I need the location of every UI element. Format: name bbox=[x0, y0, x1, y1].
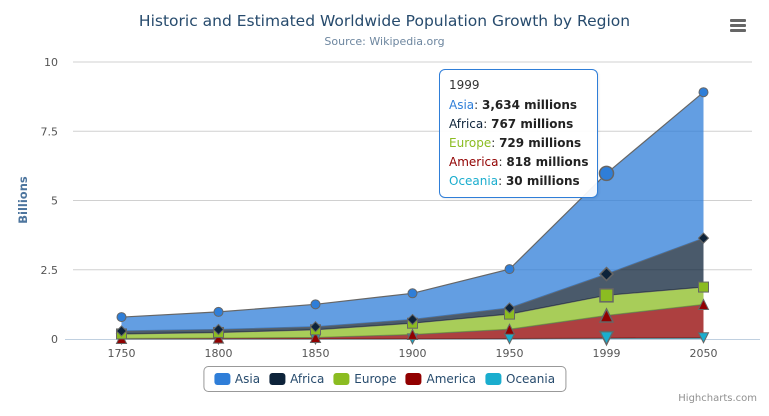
tooltip-series-value: 30 millions bbox=[505, 174, 580, 188]
y-axis-label: 0 bbox=[51, 333, 58, 346]
point-europe-1999[interactable] bbox=[599, 288, 614, 303]
hamburger-icon bbox=[730, 28, 746, 32]
legend-item-africa[interactable]: Africa bbox=[269, 372, 324, 386]
tooltip-row-asia: Asia: 3,634 millions bbox=[449, 98, 578, 112]
point-asia-2050[interactable] bbox=[698, 87, 709, 98]
point-europe-2050[interactable] bbox=[698, 281, 709, 293]
area-africa[interactable] bbox=[121, 238, 704, 334]
point-africa-2050[interactable] bbox=[697, 232, 710, 244]
point-asia-1750[interactable] bbox=[116, 312, 127, 323]
point-asia-1800[interactable] bbox=[213, 306, 224, 317]
y-axis-label: 7.5 bbox=[41, 125, 59, 138]
point-america-1950[interactable] bbox=[503, 323, 516, 335]
legend-label: Africa bbox=[290, 372, 325, 386]
point-america-1999[interactable] bbox=[598, 307, 615, 323]
legend-swatch-icon bbox=[405, 373, 422, 385]
y-axis-label: 5 bbox=[51, 195, 58, 208]
legend-item-asia[interactable]: Asia bbox=[213, 372, 261, 386]
legend: Asia Africa Europe America Oceania bbox=[202, 366, 567, 392]
legend-item-oceania[interactable]: Oceania bbox=[485, 372, 555, 386]
x-axis-label: 1750 bbox=[108, 347, 136, 360]
legend-label: America bbox=[426, 372, 477, 386]
area-america[interactable] bbox=[121, 304, 704, 339]
point-america-2050[interactable] bbox=[697, 298, 710, 310]
tooltip-series-name: Asia bbox=[449, 98, 475, 112]
point-asia-1850[interactable] bbox=[310, 299, 321, 310]
hamburger-icon bbox=[730, 18, 746, 22]
point-america-1900[interactable] bbox=[406, 328, 419, 341]
tooltip-row-africa: Africa: 767 millions bbox=[449, 117, 574, 131]
y-axis-label: 2.5 bbox=[41, 264, 59, 277]
x-axis-label: 1999 bbox=[593, 347, 621, 360]
chart-title: Historic and Estimated Worldwide Populat… bbox=[138, 12, 631, 30]
tooltip-series-value: 3,634 millions bbox=[482, 98, 578, 112]
point-oceania-1999[interactable] bbox=[598, 330, 615, 347]
legend-label: Asia bbox=[234, 372, 261, 386]
x-axis-label: 2050 bbox=[690, 347, 718, 360]
tooltip-series-value: 729 millions bbox=[499, 136, 582, 150]
tooltip-title: 1999 bbox=[449, 78, 480, 92]
tooltip-series-name: Europe bbox=[449, 136, 492, 150]
point-asia-1950[interactable] bbox=[504, 264, 515, 275]
point-asia-1900[interactable] bbox=[407, 288, 418, 299]
point-africa-1750[interactable] bbox=[115, 325, 128, 337]
tooltip-rows: Asia: 3,634 millions Africa: 767 millions… bbox=[449, 96, 588, 191]
legend-label: Oceania bbox=[506, 372, 556, 386]
x-axis-label: 1950 bbox=[496, 347, 524, 360]
tooltip-series-name: America bbox=[449, 155, 499, 169]
legend-item-america[interactable]: America bbox=[405, 372, 477, 386]
tooltip-row-america: America: 818 millions bbox=[449, 155, 589, 169]
chart-subtitle: Source: Wikipedia.org bbox=[324, 35, 445, 48]
tooltip-series-value: 818 millions bbox=[506, 155, 589, 169]
export-menu-button[interactable] bbox=[728, 15, 750, 35]
tooltip-series-name: Oceania bbox=[449, 174, 499, 188]
point-africa-1800[interactable] bbox=[212, 323, 225, 336]
x-axis-label: 1800 bbox=[205, 347, 233, 360]
legend-swatch-icon bbox=[485, 373, 502, 385]
point-africa-1850[interactable] bbox=[309, 321, 322, 333]
point-oceania-2050[interactable] bbox=[697, 332, 710, 344]
point-america-1800[interactable] bbox=[212, 331, 225, 344]
legend-swatch-icon bbox=[333, 373, 350, 385]
tooltip-row-europe: Europe: 729 millions bbox=[449, 136, 582, 150]
tooltip: 1999 Asia: 3,634 millions Africa: 767 mil… bbox=[439, 69, 599, 198]
point-africa-1999[interactable] bbox=[598, 266, 615, 282]
tooltip-row-oceania: Oceania: 30 millions bbox=[449, 174, 580, 188]
x-axis-label: 1900 bbox=[399, 347, 427, 360]
point-africa-1950[interactable] bbox=[503, 302, 516, 314]
point-america-1850[interactable] bbox=[309, 331, 322, 343]
tooltip-series-value: 767 millions bbox=[491, 117, 574, 131]
credits-link[interactable]: Highcharts.com bbox=[678, 393, 757, 404]
point-asia-1999[interactable] bbox=[598, 165, 615, 182]
y-axis-title: Billions bbox=[16, 176, 30, 224]
area-asia[interactable] bbox=[121, 92, 704, 331]
legend-swatch-icon bbox=[269, 373, 286, 385]
legend-label: Europe bbox=[354, 372, 397, 386]
legend-item-europe[interactable]: Europe bbox=[333, 372, 397, 386]
y-axis-label: 10 bbox=[44, 56, 58, 69]
point-africa-1900[interactable] bbox=[406, 313, 419, 326]
tooltip-series-name: Africa bbox=[449, 117, 484, 131]
legend-swatch-icon bbox=[213, 373, 230, 385]
hamburger-icon bbox=[730, 23, 746, 27]
x-axis-label: 1850 bbox=[302, 347, 330, 360]
